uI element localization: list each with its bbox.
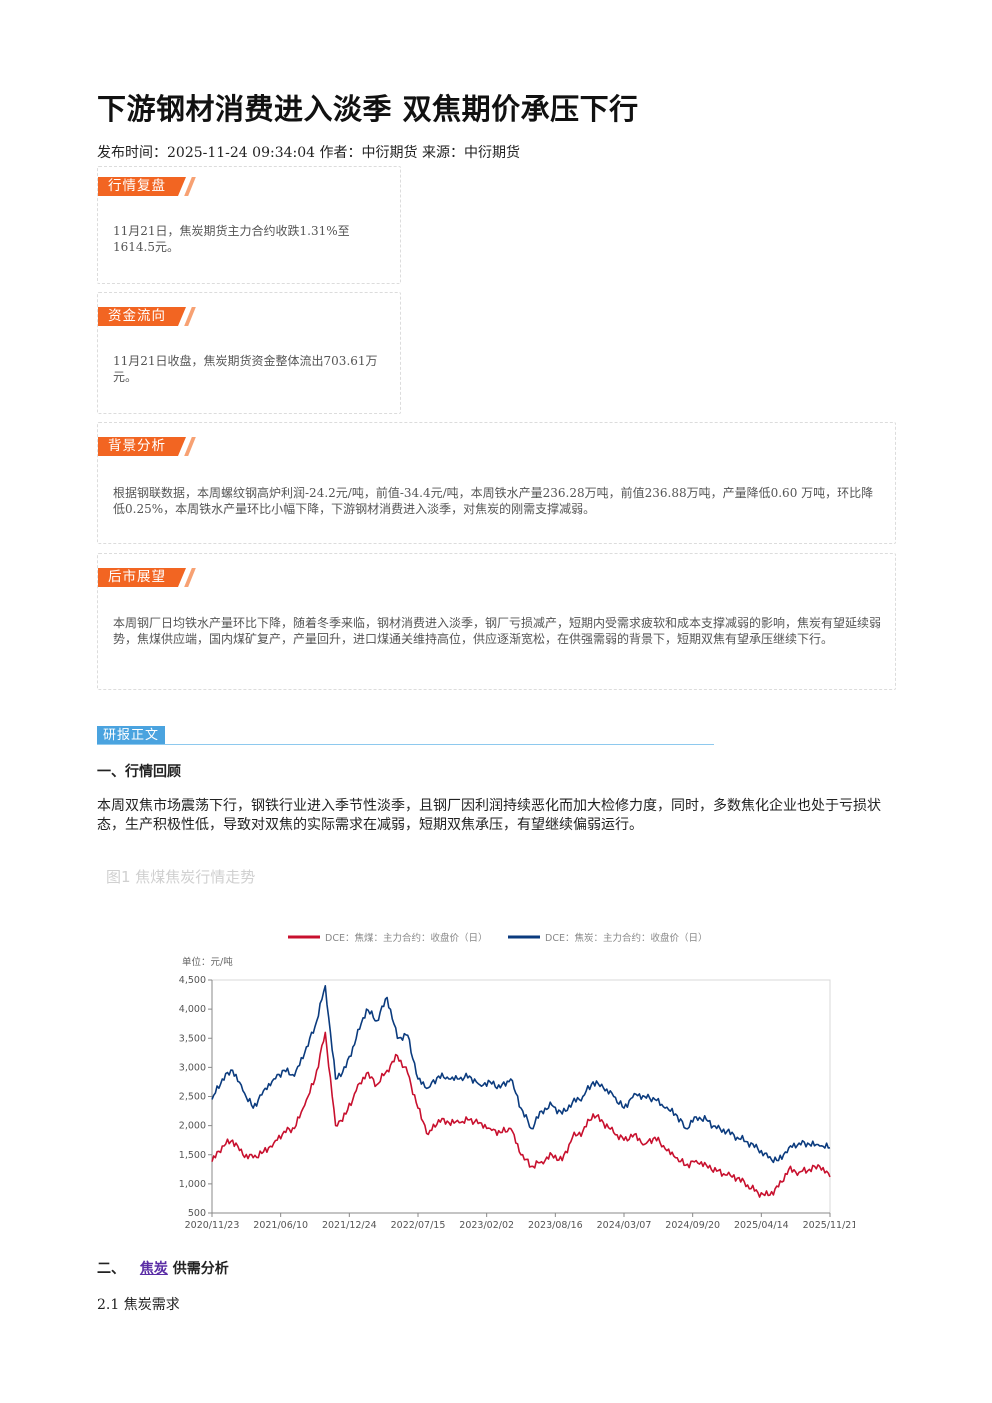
fund-flow-tag: 资金流向 xyxy=(98,307,196,326)
market-review-tag-label: 行情复盘 xyxy=(108,178,166,194)
coke-link[interactable]: 焦炭 xyxy=(139,1261,168,1277)
x-tick-label: 2024/03/07 xyxy=(597,1220,652,1231)
y-unit-label: 单位：元/吨 xyxy=(182,956,233,968)
legend-label-coking-coal: DCE：焦煤：主力合约：收盘价（日） xyxy=(325,932,487,944)
section21-heading: 2.1 焦炭需求 xyxy=(97,1297,180,1313)
y-tick-label: 3,500 xyxy=(179,1033,206,1044)
outlook-card: 后市展望 本周钢厂日均铁水产量环比下降，随着冬季来临，钢材消费进入淡季，钢厂亏损… xyxy=(97,553,896,690)
outlook-tag: 后市展望 xyxy=(98,568,196,587)
section1-heading: 一、行情回顾 xyxy=(97,764,181,780)
section2-heading: 二、 焦炭 供需分析 xyxy=(97,1258,229,1278)
y-tick-label: 2,000 xyxy=(179,1121,206,1132)
y-tick-label: 1,000 xyxy=(179,1179,206,1190)
x-tick-label: 2022/07/15 xyxy=(391,1220,446,1231)
x-tick-label: 2023/08/16 xyxy=(528,1220,583,1231)
background-text: 根据钢联数据，本周螺纹钢高炉利润-24.2元/吨，前值-34.4元/吨，本周铁水… xyxy=(113,486,874,516)
article-title: 下游钢材消费进入淡季 双焦期价承压下行 xyxy=(97,92,639,126)
x-tick-label: 2021/12/24 xyxy=(322,1220,377,1231)
x-tick-label: 2021/06/10 xyxy=(253,1220,308,1231)
y-tick-label: 4,500 xyxy=(179,975,206,986)
figure-title: 图1 焦煤焦炭行情走势 xyxy=(106,868,256,886)
price-chart: DCE：焦煤：主力合约：收盘价（日） DCE：焦炭：主力合约：收盘价（日） 单位… xyxy=(179,932,855,1231)
y-tick-label: 500 xyxy=(188,1208,206,1219)
report-body-tag: 研报正文 xyxy=(97,726,166,745)
market-review-tag: 行情复盘 xyxy=(98,177,196,196)
y-tick-label: 4,000 xyxy=(179,1004,206,1015)
series-line-coking-coal xyxy=(211,1031,831,1198)
article-meta: 发布时间：2025-11-24 09:34:04 作者：中衍期货 来源：中衍期货 xyxy=(97,145,520,161)
fund-flow-tag-label: 资金流向 xyxy=(108,308,166,324)
section2-prefix: 二、 xyxy=(97,1261,125,1277)
x-tick-label: 2020/11/23 xyxy=(185,1220,240,1231)
x-tick-label: 2025/04/14 xyxy=(734,1220,789,1231)
y-tick-label: 3,000 xyxy=(179,1062,206,1073)
background-tag: 背景分析 xyxy=(98,437,196,456)
fund-flow-card: 资金流向 11月21日收盘，焦炭期货资金整体流出703.61万元。 xyxy=(97,292,401,414)
report-divider xyxy=(97,744,714,745)
section2-suffix: 供需分析 xyxy=(172,1261,229,1277)
outlook-text: 本周钢厂日均铁水产量环比下降，随着冬季来临，钢材消费进入淡季，钢厂亏损减产，短期… xyxy=(113,616,882,646)
series-line-coke xyxy=(211,985,831,1164)
market-review-text: 11月21日，焦炭期货主力合约收跌1.31%至1614.5元。 xyxy=(113,224,350,254)
x-tick-label: 2024/09/20 xyxy=(665,1220,720,1231)
market-review-card: 行情复盘 11月21日，焦炭期货主力合约收跌1.31%至1614.5元。 xyxy=(97,166,401,284)
legend: DCE：焦煤：主力合约：收盘价（日） DCE：焦炭：主力合约：收盘价（日） xyxy=(288,932,707,944)
x-tick-label: 2023/02/02 xyxy=(459,1220,514,1231)
background-card: 背景分析 根据钢联数据，本周螺纹钢高炉利润-24.2元/吨，前值-34.4元/吨… xyxy=(97,422,896,544)
fund-flow-text: 11月21日收盘，焦炭期货资金整体流出703.61万元。 xyxy=(113,354,378,384)
legend-label-coke: DCE：焦炭：主力合约：收盘价（日） xyxy=(545,932,707,944)
background-tag-label: 背景分析 xyxy=(108,438,166,454)
y-tick-label: 2,500 xyxy=(179,1092,206,1103)
y-tick-label: 1,500 xyxy=(179,1150,206,1161)
outlook-tag-label: 后市展望 xyxy=(108,569,166,585)
x-tick-label: 2025/11/21 xyxy=(803,1220,855,1231)
section1-paragraph: 本周双焦市场震荡下行，钢铁行业进入季节性淡季，且钢厂因利润持续恶化而加大检修力度… xyxy=(97,798,881,833)
